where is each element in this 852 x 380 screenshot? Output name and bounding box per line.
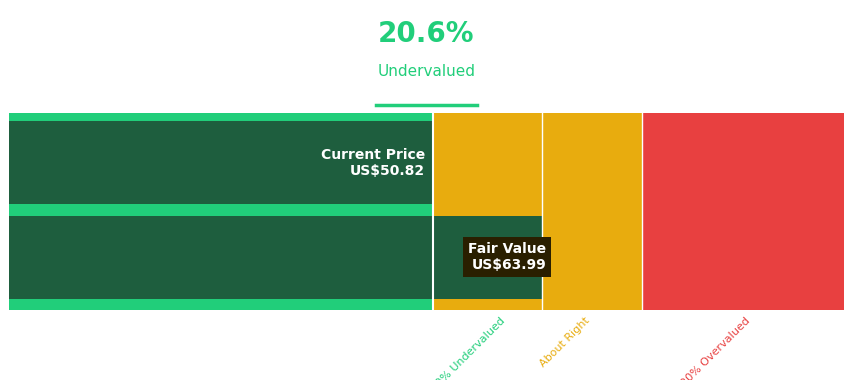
Bar [433, 113, 642, 310]
Text: 20% Undervalued: 20% Undervalued [429, 316, 506, 380]
Bar [642, 113, 843, 310]
Text: Fair Value
US$63.99: Fair Value US$63.99 [468, 242, 545, 272]
Text: Current Price
US$50.82: Current Price US$50.82 [320, 147, 424, 178]
Text: 20% Overvalued: 20% Overvalued [679, 316, 751, 380]
Bar [9, 121, 433, 204]
Text: 20.6%: 20.6% [377, 20, 475, 48]
Bar [9, 113, 433, 310]
Bar [9, 216, 541, 299]
Text: About Right: About Right [537, 316, 590, 369]
Text: Undervalued: Undervalued [377, 64, 475, 79]
